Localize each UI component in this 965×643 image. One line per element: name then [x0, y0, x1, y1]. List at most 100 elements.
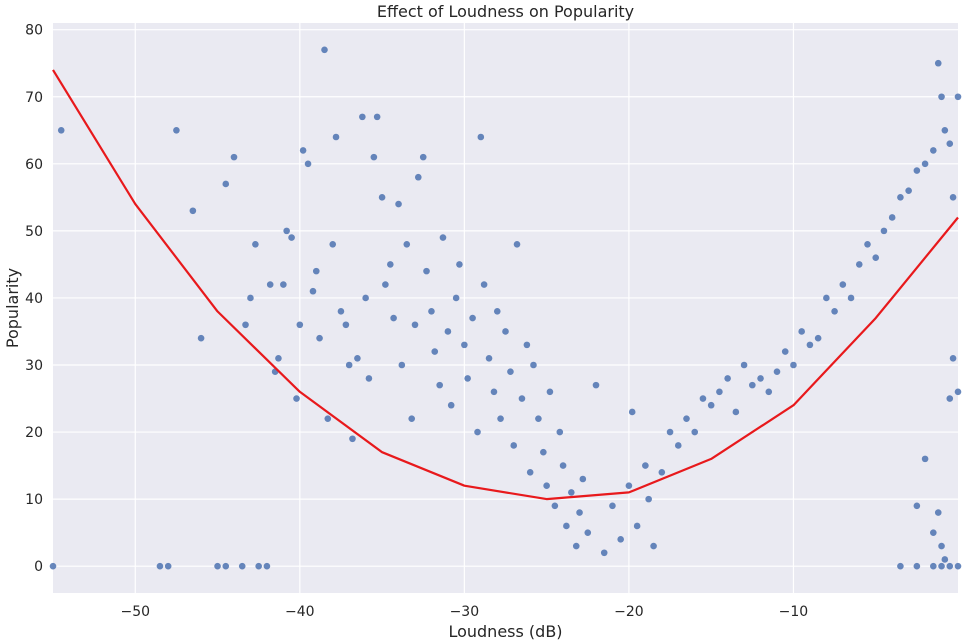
- data-point: [419, 153, 427, 161]
- data-point: [280, 281, 287, 288]
- data-point: [242, 321, 249, 329]
- data-point: [946, 562, 954, 570]
- data-point: [414, 173, 422, 181]
- data-point: [864, 240, 871, 248]
- data-point: [342, 321, 350, 329]
- data-point: [699, 395, 707, 402]
- y-tick-label: 30: [25, 358, 43, 374]
- data-point: [345, 361, 353, 369]
- data-point: [543, 482, 550, 490]
- data-point: [674, 442, 682, 449]
- data-point: [642, 462, 649, 469]
- y-axis-ticks: 0 10 20 30 40 50 60 70 80: [25, 23, 43, 575]
- data-point: [526, 468, 534, 476]
- data-point: [609, 502, 616, 510]
- y-tick-label: 0: [34, 559, 43, 575]
- data-point: [238, 562, 246, 570]
- x-axis-ticks: −50 −40 −30 −20 −10: [120, 604, 808, 620]
- data-point: [324, 415, 332, 422]
- data-point: [304, 160, 312, 168]
- data-point: [507, 368, 514, 376]
- scatter-points: [49, 46, 962, 570]
- data-point: [349, 435, 356, 443]
- grid-lines: [53, 23, 958, 593]
- data-point: [398, 361, 406, 369]
- data-point: [954, 562, 962, 570]
- data-point: [523, 341, 531, 349]
- data-point: [576, 509, 583, 516]
- data-point: [921, 455, 929, 463]
- data-point: [490, 388, 498, 396]
- data-point: [275, 354, 282, 362]
- data-point: [946, 395, 954, 402]
- data-point: [535, 415, 542, 422]
- data-point: [299, 147, 307, 154]
- data-point: [222, 562, 230, 570]
- data-point: [946, 140, 954, 148]
- data-point: [757, 375, 764, 382]
- data-point: [954, 93, 962, 101]
- data-point: [423, 267, 430, 275]
- data-point: [408, 415, 416, 422]
- data-point: [57, 126, 65, 134]
- data-point: [370, 153, 378, 161]
- data-point: [316, 334, 323, 342]
- data-point: [444, 328, 452, 335]
- data-point: [411, 321, 419, 329]
- data-point: [510, 442, 518, 449]
- data-point: [798, 328, 805, 335]
- data-point: [164, 562, 172, 570]
- data-point: [390, 314, 397, 322]
- data-point: [740, 361, 748, 369]
- data-point: [749, 381, 756, 389]
- data-point: [296, 321, 304, 329]
- data-point: [934, 59, 942, 67]
- data-point: [650, 542, 657, 550]
- data-point: [530, 361, 537, 369]
- data-point: [773, 368, 781, 376]
- data-point: [288, 234, 295, 241]
- data-point: [332, 133, 340, 141]
- data-point: [485, 354, 493, 362]
- data-point: [600, 549, 608, 557]
- data-point: [321, 46, 328, 54]
- data-point: [949, 194, 957, 201]
- data-point: [949, 354, 957, 362]
- data-point: [592, 381, 600, 389]
- data-point: [309, 287, 317, 295]
- data-point: [283, 227, 290, 235]
- data-point: [628, 408, 636, 416]
- data-point: [938, 542, 945, 550]
- y-tick-label: 10: [25, 492, 43, 508]
- data-point: [568, 489, 575, 496]
- data-point: [658, 468, 666, 476]
- data-point: [312, 267, 320, 275]
- data-point: [436, 381, 443, 389]
- data-point: [518, 395, 526, 402]
- data-point: [707, 401, 715, 409]
- data-point: [373, 113, 381, 121]
- data-point: [724, 375, 731, 382]
- x-tick-label: −30: [450, 604, 480, 620]
- data-point: [716, 388, 723, 396]
- y-tick-label: 60: [25, 157, 43, 173]
- data-point: [513, 240, 521, 248]
- data-point: [293, 395, 300, 402]
- data-point: [266, 281, 274, 288]
- data-point: [556, 428, 564, 436]
- data-point: [938, 93, 945, 101]
- fit-line: [52, 69, 959, 501]
- data-point: [938, 562, 945, 570]
- data-point: [189, 207, 197, 215]
- data-point: [329, 240, 337, 248]
- data-point: [359, 113, 366, 121]
- data-point: [540, 448, 547, 456]
- data-point: [474, 428, 481, 436]
- data-point: [847, 294, 855, 302]
- data-point: [645, 495, 652, 503]
- x-tick-label: −10: [779, 604, 809, 620]
- chart-title: Effect of Loudness on Popularity: [377, 2, 634, 21]
- data-point: [156, 562, 164, 570]
- data-point: [790, 361, 797, 369]
- data-point: [214, 562, 221, 570]
